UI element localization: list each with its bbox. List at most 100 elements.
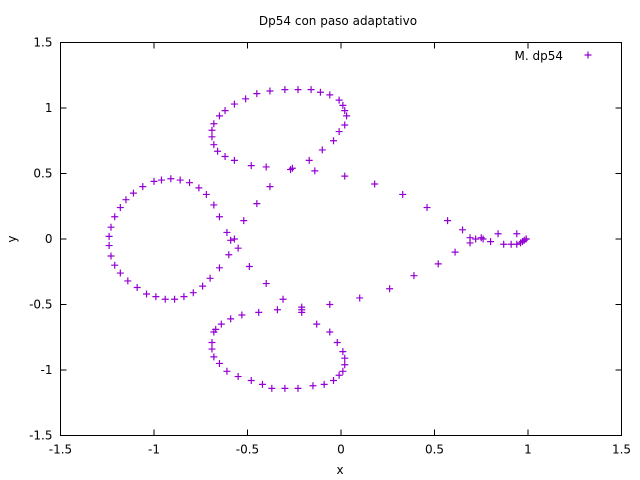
- data-point: [230, 235, 238, 243]
- series-points: [105, 86, 530, 392]
- data-point: [253, 200, 261, 208]
- data-point: [356, 294, 364, 302]
- data-point: [105, 242, 113, 250]
- x-tick-label: 0.5: [425, 443, 444, 457]
- data-point: [217, 320, 225, 328]
- data-point: [215, 213, 223, 221]
- data-point: [517, 239, 525, 247]
- data-point: [107, 252, 115, 260]
- data-point: [371, 180, 379, 188]
- y-tick-label: 0.5: [33, 167, 52, 181]
- data-point: [111, 213, 119, 221]
- data-point: [262, 280, 270, 288]
- data-point: [223, 367, 231, 375]
- data-point: [124, 277, 132, 285]
- data-point: [129, 189, 137, 197]
- data-point: [341, 121, 349, 129]
- data-point: [341, 172, 349, 180]
- y-axis-label: y: [5, 235, 19, 242]
- data-point: [230, 156, 238, 164]
- data-point: [294, 86, 302, 94]
- data-point: [399, 190, 407, 198]
- data-point: [386, 285, 394, 293]
- data-point: [199, 282, 207, 290]
- data-point: [507, 240, 515, 248]
- data-point: [247, 162, 255, 170]
- data-point: [208, 126, 216, 134]
- data-point: [186, 179, 194, 187]
- data-point: [298, 306, 306, 314]
- data-point: [326, 328, 334, 336]
- data-point: [180, 293, 188, 301]
- data-point: [133, 283, 141, 291]
- data-point: [320, 380, 328, 388]
- data-point: [242, 95, 250, 103]
- data-point: [215, 359, 223, 367]
- x-tick-label: 1.5: [612, 443, 631, 457]
- data-point: [139, 183, 147, 191]
- data-point: [341, 354, 349, 362]
- data-point: [206, 274, 214, 282]
- data-point: [143, 290, 151, 298]
- data-point: [208, 338, 216, 346]
- data-point: [288, 164, 296, 172]
- data-point: [221, 152, 229, 160]
- data-point: [234, 244, 242, 252]
- data-point: [444, 217, 452, 225]
- data-point: [157, 176, 165, 184]
- data-point: [318, 146, 326, 154]
- data-point: [513, 230, 521, 238]
- data-point: [230, 100, 238, 108]
- data-point: [167, 175, 175, 183]
- x-tick-label: 0: [337, 443, 345, 457]
- data-point: [161, 295, 169, 303]
- data-point: [227, 315, 235, 323]
- legend-label: M. dp54: [515, 49, 564, 63]
- data-point: [202, 190, 210, 198]
- data-point: [330, 376, 338, 384]
- data-point: [268, 384, 276, 392]
- data-point: [171, 295, 179, 303]
- data-point: [335, 128, 343, 136]
- data-point: [333, 338, 341, 346]
- data-point: [279, 295, 287, 303]
- data-point: [227, 236, 235, 244]
- data-point: [343, 112, 351, 120]
- data-point: [116, 269, 124, 277]
- y-tick-label: 0: [45, 232, 53, 246]
- data-point: [494, 230, 502, 238]
- x-axis: -1.5 -1 -0.5 0 0.5 1 1.5: [49, 42, 631, 457]
- data-point: [122, 196, 130, 204]
- data-point: [214, 147, 222, 155]
- data-point: [208, 345, 216, 353]
- data-point: [266, 183, 274, 191]
- data-point: [247, 376, 255, 384]
- data-point: [111, 261, 119, 269]
- x-tick-label: -1: [148, 443, 160, 457]
- data-point: [487, 238, 495, 246]
- x-axis-label: x: [336, 463, 343, 477]
- data-point: [326, 301, 334, 308]
- data-point: [266, 87, 274, 95]
- data-point: [255, 308, 263, 316]
- data-point: [240, 217, 248, 225]
- data-point: [311, 167, 319, 175]
- data-point: [210, 353, 218, 361]
- data-point: [215, 112, 223, 120]
- data-point: [210, 141, 218, 149]
- data-point: [116, 204, 124, 212]
- data-point: [152, 293, 160, 301]
- data-point: [305, 156, 313, 164]
- data-point: [316, 88, 324, 96]
- data-point: [281, 384, 289, 392]
- data-point: [294, 384, 302, 392]
- legend-plus-marker: [584, 51, 592, 59]
- data-point: [335, 371, 343, 379]
- data-point: [522, 235, 530, 243]
- data-point: [330, 137, 338, 145]
- data-point: [210, 201, 218, 209]
- data-point: [341, 107, 349, 115]
- data-point: [258, 380, 266, 388]
- data-point: [326, 91, 334, 99]
